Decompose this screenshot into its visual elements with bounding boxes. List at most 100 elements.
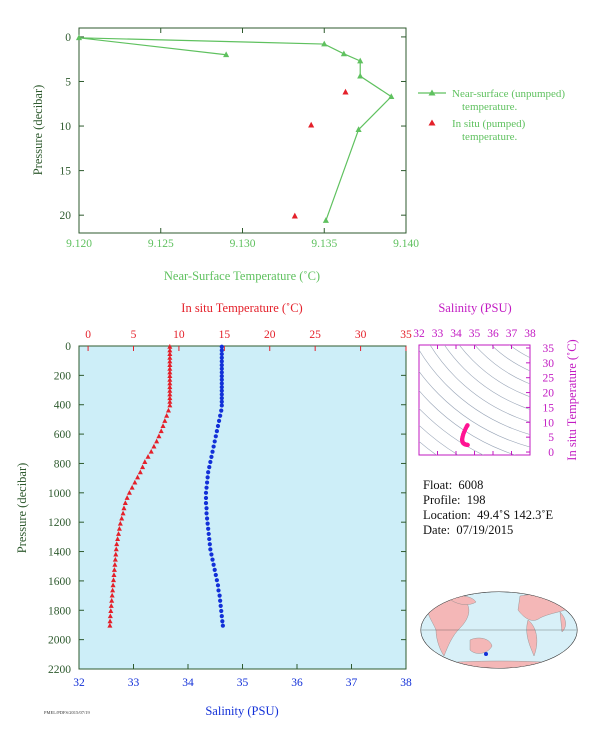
temperature-point: [120, 510, 126, 516]
ts-x-tick-label: 35: [469, 328, 481, 340]
salinity-tick-label: 32: [73, 677, 85, 689]
salinity-point: [219, 351, 224, 357]
salinity-point: [210, 449, 215, 454]
top-chart-ticks: 9.120 9.125 9.130 9.135 9.140 0 5 10 15 20: [60, 28, 419, 250]
ts-y-tick-label: 30: [543, 358, 555, 370]
ts-y-tick-label: 10: [543, 417, 555, 429]
temperature-point: [129, 484, 135, 490]
salinity-point: [212, 567, 217, 572]
temperature-point: [167, 373, 173, 379]
top-x-tick-label: 9.140: [393, 238, 419, 250]
salinity-point: [204, 480, 210, 485]
float-label: Float:: [423, 478, 453, 492]
ts-y-axis-label: In situ Temperature (˚C): [565, 339, 579, 460]
profile-chart-marks: [107, 343, 225, 628]
temperature-point: [114, 541, 120, 547]
salinity-point: [219, 392, 224, 397]
top-y-tick-label: 10: [60, 121, 72, 133]
temp-tick-label: 30: [355, 329, 367, 341]
top-series-point-0: [340, 50, 347, 57]
float-value: 6008: [458, 478, 484, 492]
temperature-point: [135, 474, 141, 480]
temperature-point: [115, 531, 122, 536]
profile-y-tick-label: 1800: [48, 605, 71, 617]
temperature-point: [154, 438, 160, 444]
profile-salinity-axis-label: Salinity (PSU): [205, 704, 278, 718]
salinity-point: [219, 359, 224, 364]
top-series-point-0: [357, 57, 364, 64]
temperature-point: [110, 577, 117, 583]
top-y-tick-label: 5: [65, 76, 71, 88]
salinity-tick-label: 35: [237, 677, 249, 689]
temperature-point: [111, 572, 117, 577]
ts-diagram-marks: [459, 423, 470, 448]
profile-y-tick-label: 1000: [48, 488, 71, 500]
salinity-point: [219, 388, 224, 393]
salinity-point: [218, 413, 223, 418]
salinity-point: [220, 623, 225, 628]
temperature-point: [107, 613, 113, 619]
salinity-point: [219, 373, 224, 379]
temperature-point: [132, 479, 138, 485]
ts-diagram: 32 33 34 35 36 37 38 0 5 10 15 20 25 30 35 Salinity (P…: [413, 301, 579, 461]
ts-plot-frame: [418, 344, 531, 456]
temperature-point: [167, 347, 173, 353]
salinity-point: [218, 603, 223, 608]
float-location-marker: [484, 652, 488, 656]
temperature-point: [122, 500, 128, 506]
temperature-point: [109, 597, 115, 603]
salinity-point: [219, 608, 224, 614]
profile-y-tick-label: 800: [54, 458, 72, 470]
temperature-point: [167, 391, 173, 397]
temp-tick-label: 35: [400, 329, 412, 341]
temperature-point: [116, 525, 122, 531]
temperature-point: [167, 398, 173, 404]
salinity-tick-label: 33: [128, 677, 140, 689]
ts-y-tick-label: 25: [543, 373, 555, 385]
profile-row: Profile: 198: [423, 493, 486, 508]
float-id-row: Float: 6008: [423, 478, 483, 493]
temperature-point: [167, 343, 173, 349]
temperature-point: [142, 459, 148, 464]
salinity-point: [204, 485, 209, 490]
salinity-point: [205, 521, 210, 526]
salinity-point: [215, 423, 221, 429]
top-series-point-1: [308, 121, 315, 128]
ts-x-tick-label: 38: [524, 328, 536, 340]
temperature-point: [111, 567, 117, 572]
temp-tick-label: 15: [219, 329, 231, 341]
top-series-point-0: [357, 72, 364, 79]
profile-y-axis-label: Pressure (decibar): [15, 463, 29, 554]
temperature-point: [107, 622, 113, 628]
profile-y-tick-label: 1400: [48, 547, 71, 559]
top-series-point-1: [291, 212, 298, 219]
temperature-point: [167, 384, 173, 390]
salinity-point: [207, 465, 212, 470]
map-continents: [421, 592, 577, 668]
salinity-point: [217, 593, 222, 598]
temperature-point: [119, 515, 125, 521]
top-x-tick-label: 9.130: [230, 238, 256, 250]
salinity-point: [204, 516, 210, 521]
temperature-point: [112, 556, 118, 562]
profile-chart: 0 5 10 15 20 25 30 35 32 33 34 35 36 37 38 0 200 400 600 80…: [15, 301, 412, 718]
temperature-point: [121, 505, 127, 511]
temperature-point: [167, 369, 173, 375]
temp-tick-label: 0: [85, 329, 91, 341]
location-value: 49.4˚S 142.3˚E: [477, 508, 554, 522]
top-series-point-0: [388, 93, 395, 100]
salinity-point: [219, 348, 224, 353]
salinity-point: [207, 536, 212, 542]
top-y-tick-label: 20: [60, 210, 72, 222]
world-map: [420, 591, 578, 669]
profile-y-tick-label: 1200: [48, 517, 71, 529]
temperature-point: [164, 412, 170, 418]
salinity-point: [214, 578, 219, 583]
location-label: Location:: [423, 508, 471, 522]
profile-y-tick-label: 0: [65, 341, 71, 353]
temperature-point: [156, 433, 162, 439]
legend-label-insitu-line1: In situ (pumped): [452, 118, 526, 130]
ts-x-tick-label: 36: [487, 328, 499, 340]
salinity-point: [219, 366, 224, 371]
salinity-point: [219, 408, 224, 413]
